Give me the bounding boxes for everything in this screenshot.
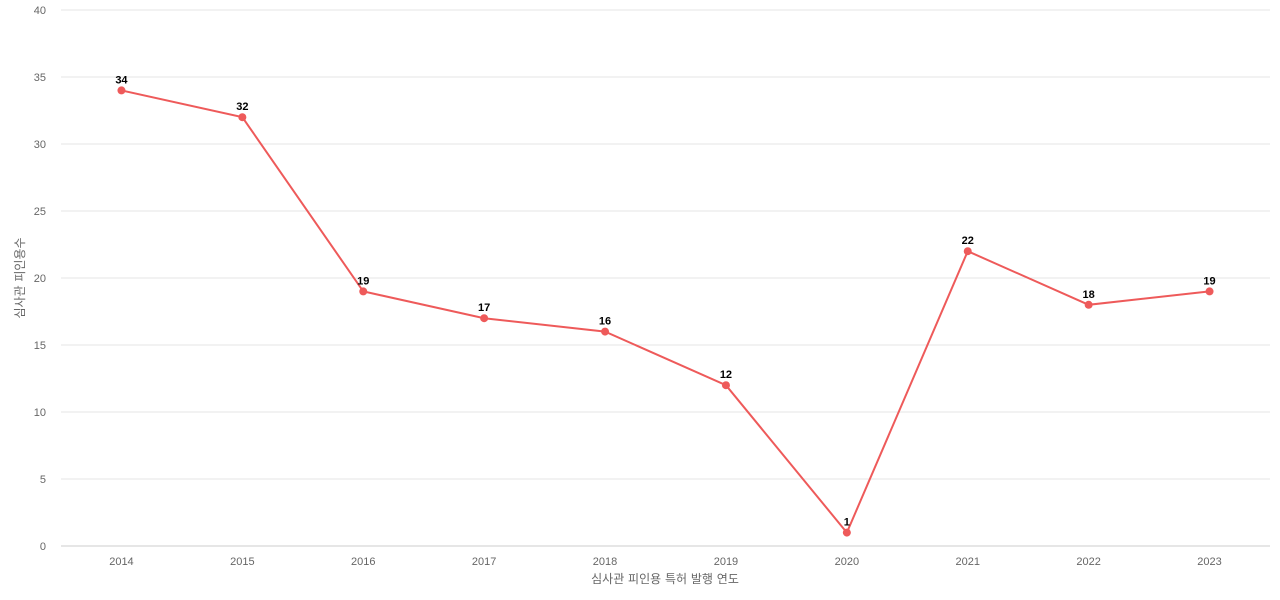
x-tick-label: 2015 xyxy=(230,556,254,568)
y-tick-label: 10 xyxy=(34,407,46,419)
x-tick-label: 2022 xyxy=(1076,556,1100,568)
data-label: 18 xyxy=(1083,289,1095,301)
data-label: 16 xyxy=(599,316,611,328)
data-point xyxy=(1084,300,1093,309)
y-tick-label: 20 xyxy=(34,273,46,285)
y-tick-label: 30 xyxy=(34,139,46,151)
data-point xyxy=(963,247,972,256)
y-axis-ticks: 0 5 10 15 20 25 30 35 40 xyxy=(34,5,46,553)
data-point xyxy=(1205,287,1214,296)
y-tick-label: 0 xyxy=(40,541,46,553)
data-point xyxy=(601,327,610,336)
data-point xyxy=(721,381,730,390)
data-label: 1 xyxy=(844,517,850,529)
data-label: 19 xyxy=(1203,275,1215,287)
x-tick-label: 2020 xyxy=(835,556,859,568)
data-labels: 34 32 19 17 16 12 1 22 18 19 xyxy=(115,74,1215,528)
y-axis-title: 심사관 피인용수 xyxy=(13,237,27,318)
y-tick-label: 35 xyxy=(34,72,46,84)
y-tick-label: 15 xyxy=(34,340,46,352)
grid-lines xyxy=(61,9,1270,547)
y-tick-label: 5 xyxy=(40,474,46,486)
data-label: 34 xyxy=(115,74,128,86)
data-point xyxy=(238,113,247,122)
x-tick-label: 2016 xyxy=(351,556,375,568)
data-point xyxy=(842,528,851,537)
x-tick-label: 2021 xyxy=(956,556,980,568)
data-label: 12 xyxy=(720,369,732,381)
data-label: 17 xyxy=(478,302,490,314)
x-tick-label: 2014 xyxy=(109,556,133,568)
y-tick-label: 40 xyxy=(34,5,46,17)
data-label: 32 xyxy=(236,101,248,113)
x-tick-label: 2017 xyxy=(472,556,496,568)
data-point xyxy=(480,314,489,323)
x-axis-ticks: 2014 2015 2016 2017 2018 2019 2020 2021 2022 2023 xyxy=(109,556,1222,568)
x-tick-label: 2023 xyxy=(1197,556,1221,568)
x-tick-label: 2018 xyxy=(593,556,617,568)
series-line xyxy=(121,89,1210,535)
x-axis-title: 심사관 피인용 특허 발행 연도 xyxy=(591,571,739,586)
data-point xyxy=(117,86,126,95)
data-label: 19 xyxy=(357,275,369,287)
x-tick-label: 2019 xyxy=(714,556,738,568)
data-label: 22 xyxy=(962,235,974,247)
data-point xyxy=(359,287,368,296)
y-tick-label: 25 xyxy=(34,206,46,218)
data-points xyxy=(117,86,1214,537)
